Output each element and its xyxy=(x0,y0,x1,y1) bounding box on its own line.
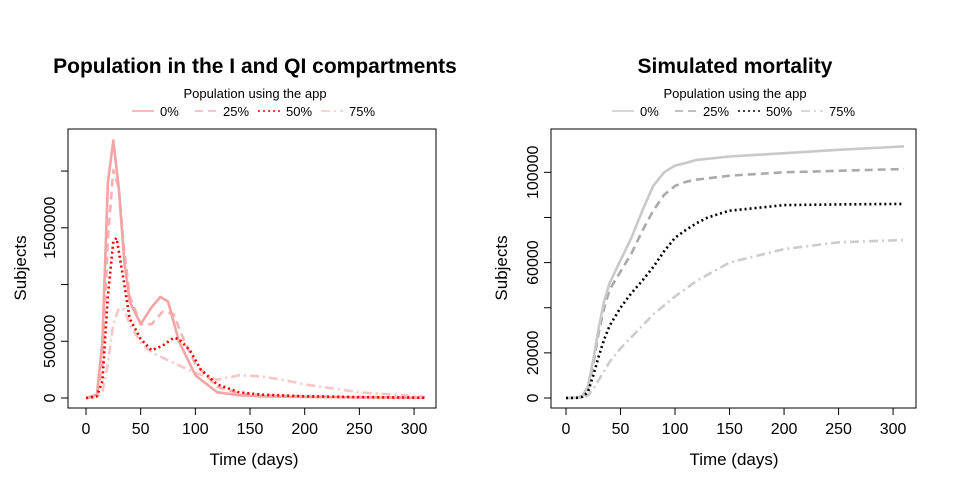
series-line-0pct xyxy=(85,139,426,400)
legend-label: 50% xyxy=(286,104,312,119)
x-tick-label: 0 xyxy=(82,421,91,438)
legend: 0% 25% 50% 75% xyxy=(132,104,375,119)
legend-title: Population using the app xyxy=(663,86,806,101)
legend-label: 0% xyxy=(640,104,659,119)
x-axis: 0 50 100 150 200 250 300 xyxy=(562,407,907,438)
y-tick-label: 20000 xyxy=(525,331,542,376)
plot-frame xyxy=(67,128,437,409)
series-line-25pct xyxy=(85,168,426,400)
series-lines xyxy=(85,139,426,400)
legend-label: 75% xyxy=(349,104,375,119)
y-axis: 0 20000 60000 100000 xyxy=(525,146,552,402)
y-tick-label: 100000 xyxy=(525,146,542,199)
legend-title: Population using the app xyxy=(183,86,326,101)
y-tick-label: 1500000 xyxy=(42,197,59,259)
legend-label: 0% xyxy=(160,104,179,119)
legend: 0% 25% 50% 75% xyxy=(612,104,855,119)
y-tick-label: 0 xyxy=(42,393,59,402)
x-tick-label: 100 xyxy=(662,421,689,438)
series-line-0pct xyxy=(565,145,905,400)
legend-label: 50% xyxy=(766,104,792,119)
y-axis: 0 500000 1500000 xyxy=(42,170,69,402)
y-axis-label: Subjects xyxy=(11,235,30,300)
legend-label: 75% xyxy=(829,104,855,119)
panel-infected: Population in the I and QI compartments … xyxy=(11,55,457,469)
chart-title: Simulated mortality xyxy=(638,55,833,78)
x-tick-label: 50 xyxy=(612,421,630,438)
x-axis-label: Time (days) xyxy=(689,450,778,469)
series-line-75pct xyxy=(85,307,426,400)
series-lines xyxy=(565,145,905,400)
series-line-75pct xyxy=(565,238,905,400)
legend-label: 25% xyxy=(703,104,729,119)
x-tick-label: 0 xyxy=(562,421,571,438)
x-tick-label: 50 xyxy=(132,421,150,438)
series-line-25pct xyxy=(565,167,905,400)
x-tick-label: 150 xyxy=(237,421,264,438)
y-axis-label: Subjects xyxy=(492,235,511,300)
y-tick-label: 0 xyxy=(525,393,542,402)
x-tick-label: 250 xyxy=(825,421,852,438)
x-tick-label: 100 xyxy=(182,421,209,438)
x-tick-label: 200 xyxy=(291,421,318,438)
x-tick-label: 150 xyxy=(716,421,743,438)
y-tick-label: 60000 xyxy=(525,240,542,285)
plot-frame xyxy=(550,128,917,409)
x-tick-label: 200 xyxy=(771,421,798,438)
y-tick-label: 500000 xyxy=(42,314,59,367)
legend-label: 25% xyxy=(223,104,249,119)
x-axis: 0 50 100 150 200 250 300 xyxy=(82,407,428,438)
series-line-50pct xyxy=(565,202,905,400)
chart-title: Population in the I and QI compartments xyxy=(53,55,457,78)
x-tick-label: 300 xyxy=(880,421,907,438)
x-axis-label: Time (days) xyxy=(209,450,298,469)
x-tick-label: 250 xyxy=(346,421,373,438)
x-tick-label: 300 xyxy=(401,421,428,438)
series-line-50pct xyxy=(85,236,426,400)
panel-mortality: Simulated mortality Population using the… xyxy=(492,55,917,469)
